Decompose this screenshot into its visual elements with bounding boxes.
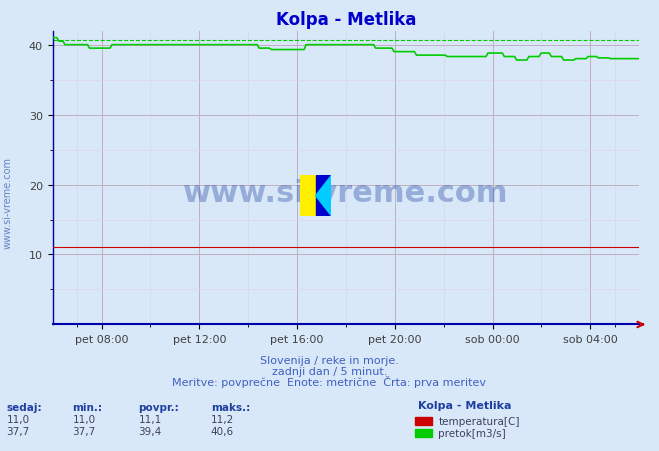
Text: www.si-vreme.com: www.si-vreme.com <box>183 178 509 207</box>
Text: maks.:: maks.: <box>211 402 250 412</box>
Text: 37,7: 37,7 <box>7 426 30 436</box>
Text: temperatura[C]: temperatura[C] <box>438 416 520 426</box>
Text: 39,4: 39,4 <box>138 426 161 436</box>
Text: 11,0: 11,0 <box>7 414 30 423</box>
Title: Kolpa - Metlika: Kolpa - Metlika <box>275 11 416 28</box>
Text: zadnji dan / 5 minut.: zadnji dan / 5 minut. <box>272 366 387 376</box>
Text: Meritve: povprečne  Enote: metrične  Črta: prva meritev: Meritve: povprečne Enote: metrične Črta:… <box>173 376 486 387</box>
Text: 40,6: 40,6 <box>211 426 234 436</box>
Text: Slovenija / reke in morje.: Slovenija / reke in morje. <box>260 355 399 365</box>
Text: 37,7: 37,7 <box>72 426 96 436</box>
Text: 11,1: 11,1 <box>138 414 161 423</box>
Text: povpr.:: povpr.: <box>138 402 179 412</box>
Polygon shape <box>316 176 331 216</box>
Bar <box>300 176 316 216</box>
Text: min.:: min.: <box>72 402 103 412</box>
Text: sedaj:: sedaj: <box>7 402 42 412</box>
Text: Kolpa - Metlika: Kolpa - Metlika <box>418 400 512 410</box>
Text: 11,2: 11,2 <box>211 414 234 423</box>
Text: 11,0: 11,0 <box>72 414 96 423</box>
Text: pretok[m3/s]: pretok[m3/s] <box>438 428 506 438</box>
Text: www.si-vreme.com: www.si-vreme.com <box>3 157 13 249</box>
Bar <box>316 176 331 216</box>
